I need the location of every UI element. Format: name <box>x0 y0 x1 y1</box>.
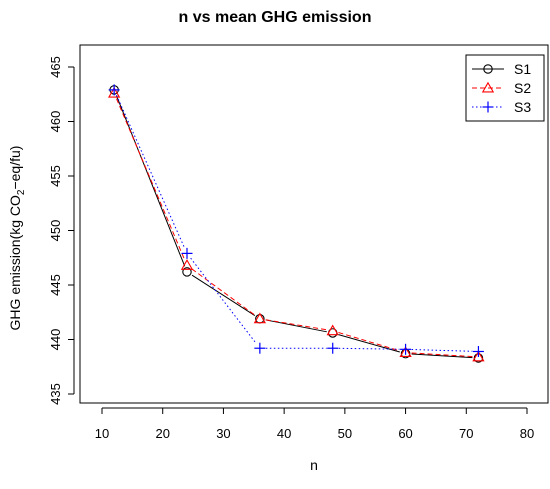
x-tick-label: 60 <box>398 426 412 441</box>
legend-label: S2 <box>514 80 531 96</box>
x-axis-label: n <box>310 457 318 473</box>
series-s2-segment <box>265 319 327 331</box>
x-axis: 10 20 30 40 50 60 70 80 <box>95 407 534 441</box>
y-tick-label: 465 <box>48 56 63 78</box>
plot-area-frame <box>79 44 549 404</box>
series-s2-point <box>399 346 412 358</box>
series-s1-segment <box>191 274 256 316</box>
legend-item: S2 <box>472 80 531 96</box>
series-s1-segment <box>411 353 473 359</box>
series-s3 <box>108 84 484 357</box>
legend-item: S3 <box>472 99 531 115</box>
x-tick-label: 80 <box>520 426 534 441</box>
y-axis-label-suffix: −eq/fu) <box>7 146 23 190</box>
series-s3-point <box>181 247 193 259</box>
y-tick-label: 460 <box>48 111 63 133</box>
series-s2-point <box>180 259 194 270</box>
series-s3-point <box>108 84 120 96</box>
series-s1-segment <box>115 95 186 267</box>
y-axis-label-subscript: 2 <box>16 189 27 195</box>
legend-marker <box>483 64 493 74</box>
x-tick-label: 20 <box>155 426 169 441</box>
legend-marker <box>481 81 495 93</box>
series-s2 <box>107 86 485 362</box>
series-s2-point <box>253 312 267 324</box>
x-tick-label: 30 <box>216 426 230 441</box>
x-tick-label: 40 <box>277 426 291 441</box>
y-axis: 435 440 445 450 455 460 465 <box>48 56 75 405</box>
series-s1-segment <box>338 334 400 353</box>
legend-item: S1 <box>472 61 531 77</box>
series-s3-point <box>472 345 484 357</box>
y-axis-label-prefix: GHG emission(kg CO <box>7 195 23 330</box>
series-s3-point <box>254 342 266 354</box>
legend-box <box>465 54 545 122</box>
y-axis-label: GHG emission(kg CO2−eq/fu) <box>7 146 27 331</box>
x-tick-label: 70 <box>459 426 473 441</box>
series-s2-segment <box>411 352 473 358</box>
series-s2-segment <box>338 332 400 352</box>
y-tick-label: 445 <box>48 274 63 296</box>
legend-label: S1 <box>514 61 531 77</box>
y-tick-label: 435 <box>48 383 63 405</box>
series-s3-point <box>327 342 339 354</box>
legend-marker <box>482 101 494 113</box>
y-tick-label: 455 <box>48 165 63 187</box>
x-tick-label: 50 <box>338 426 352 441</box>
series-s2-point <box>472 350 485 362</box>
series-s2-segment <box>116 98 186 261</box>
series-s2-segment <box>191 268 256 316</box>
legend: S1 S2 S3 <box>465 54 545 122</box>
series-s2-point <box>326 324 339 336</box>
legend-label: S3 <box>514 99 531 115</box>
y-tick-label: 440 <box>48 329 63 351</box>
chart-title: n vs mean GHG emission <box>179 9 372 26</box>
series-s1-point <box>182 267 192 277</box>
y-tick-label: 450 <box>48 220 63 242</box>
series-s2-point <box>107 86 121 98</box>
x-tick-label: 10 <box>95 426 109 441</box>
series-layer <box>107 84 485 363</box>
series-s3-point <box>400 343 412 355</box>
